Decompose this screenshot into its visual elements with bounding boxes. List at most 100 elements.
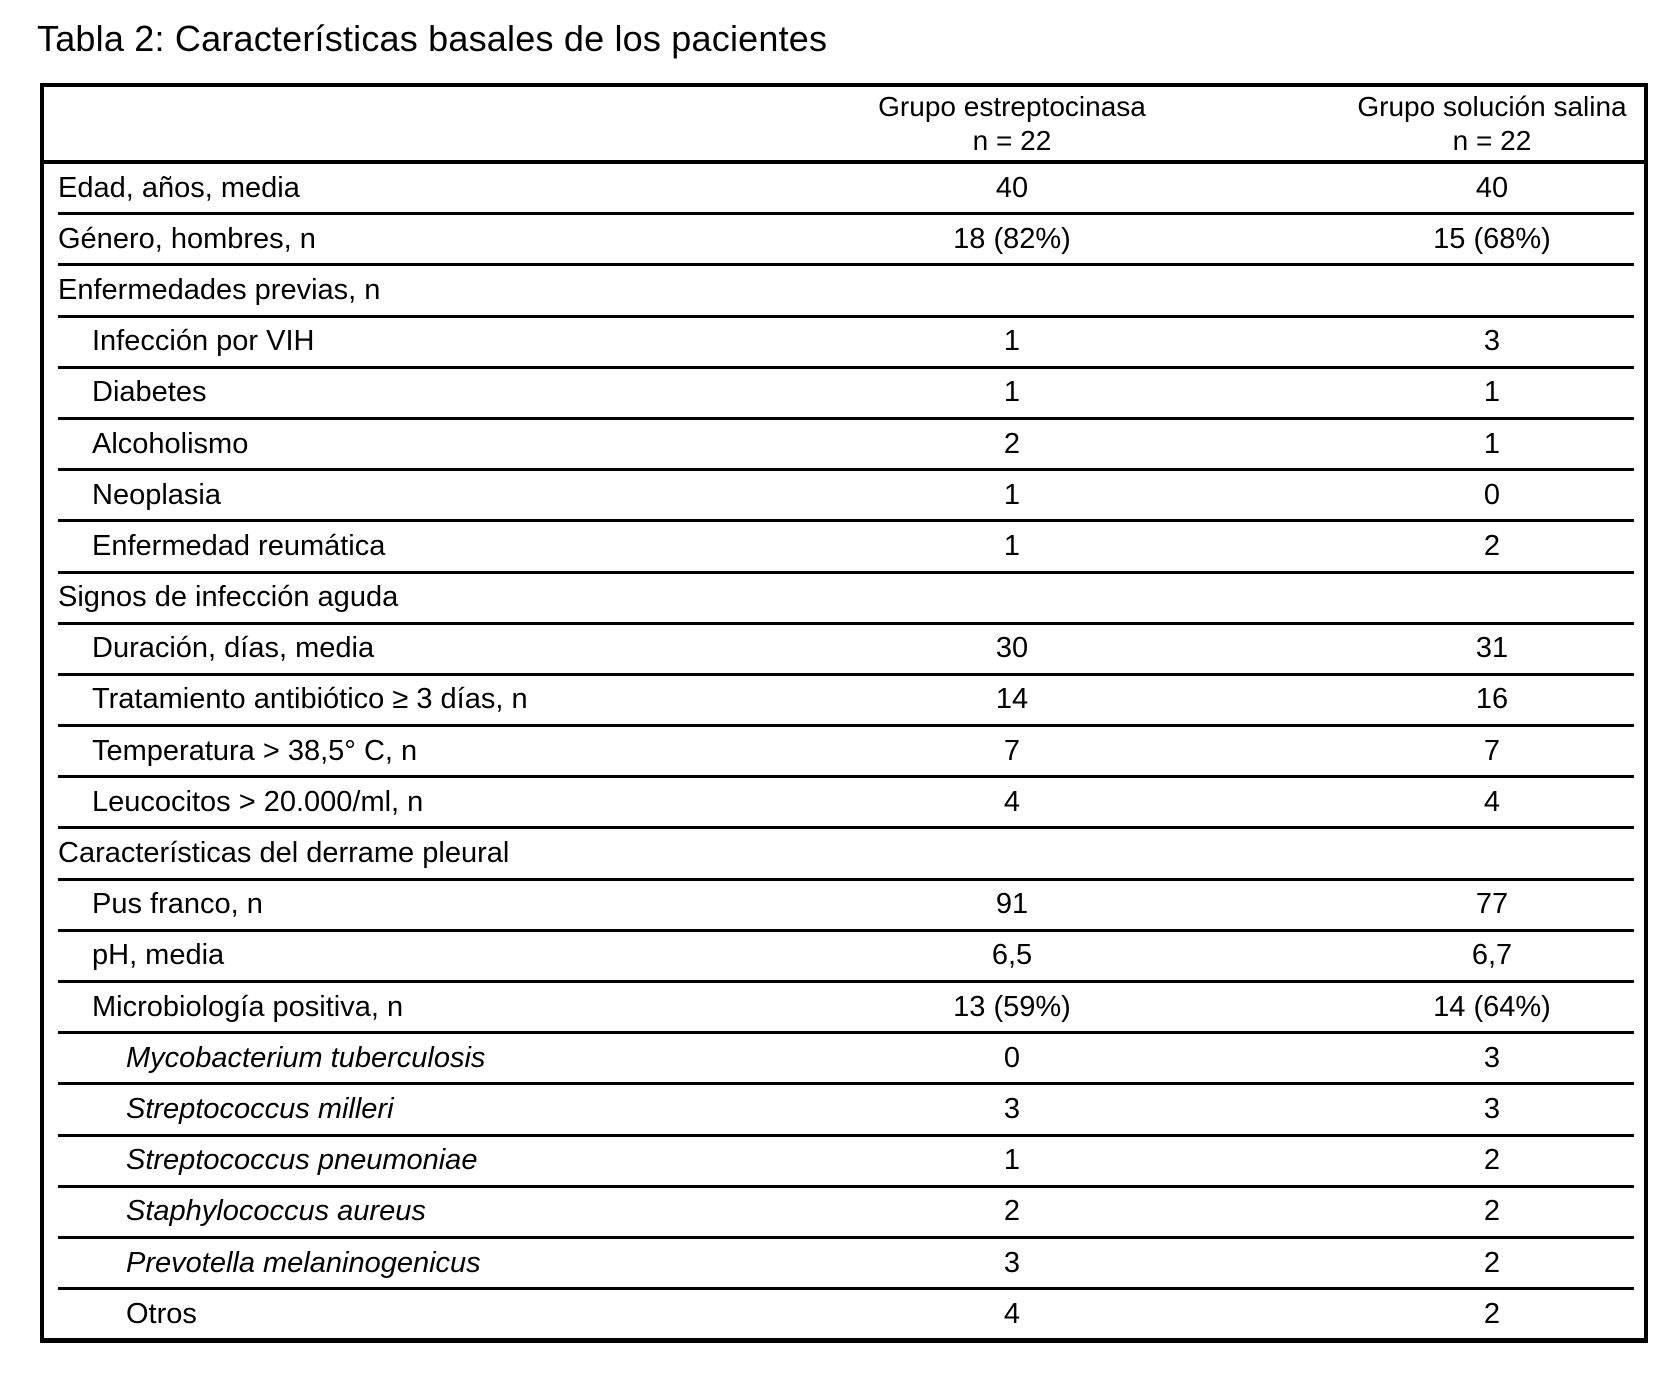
value-streptokinase: 4 — [1003, 1297, 1021, 1330]
header-n: n = 22 — [972, 124, 1052, 156]
table-row: pH, media 6,5 6,7 — [44, 932, 1644, 980]
row-label: Prevotella melaninogenicus — [126, 1246, 481, 1279]
value-saline: 2 — [1483, 1144, 1501, 1177]
value-saline: 6,7 — [1471, 939, 1513, 972]
row-separator — [58, 314, 1634, 318]
table-row: Duración, días, media 30 31 — [44, 625, 1644, 673]
row-separator — [58, 1031, 1634, 1035]
value-streptokinase: 13 (59%) — [953, 990, 1071, 1023]
column-header-streptokinase: Grupo estreptocinasa n = 22 — [684, 90, 1340, 158]
row-label: Staphylococcus aureus — [126, 1195, 426, 1228]
row-separator — [58, 263, 1634, 267]
row-separator — [58, 672, 1634, 676]
table-row: Neoplasia 1 0 — [44, 471, 1644, 519]
value-saline: 1 — [1483, 376, 1501, 409]
value-streptokinase: 3 — [1003, 1092, 1021, 1125]
value-saline: 16 — [1475, 683, 1509, 716]
header-n: n = 22 — [1452, 124, 1532, 156]
row-label: Duración, días, media — [92, 632, 375, 665]
row-separator — [58, 1133, 1634, 1137]
table-header-row: Grupo estreptocinasa n = 22 Grupo soluci… — [44, 87, 1644, 164]
value-streptokinase: 4 — [1003, 785, 1021, 818]
value-streptokinase: 2 — [1003, 427, 1021, 460]
row-label: Signos de infección aguda — [58, 581, 399, 614]
row-label: Microbiología positiva, n — [92, 990, 404, 1023]
header-title: Grupo solución salina — [1357, 90, 1627, 122]
value-streptokinase: 1 — [1003, 529, 1021, 562]
row-separator — [58, 980, 1634, 983]
value-streptokinase: 1 — [1003, 376, 1021, 409]
table-row: Alcoholismo 2 1 — [44, 420, 1644, 468]
value-saline: 15 (68%) — [1433, 222, 1551, 255]
table-row: Enfermedad reumática 1 2 — [44, 522, 1644, 570]
table-row: Mycobacterium tuberculosis 0 3 — [44, 1034, 1644, 1082]
value-saline: 31 — [1475, 632, 1509, 665]
row-separator — [58, 416, 1634, 420]
table-row: Streptococcus pneumoniae 1 2 — [44, 1137, 1644, 1185]
row-label: Enfermedades previas, n — [58, 273, 381, 306]
row-label: Neoplasia — [92, 478, 221, 511]
value-streptokinase: 30 — [995, 632, 1029, 665]
row-separator — [58, 724, 1634, 728]
table-row: Diabetes 1 1 — [44, 369, 1644, 417]
value-saline: 3 — [1483, 1041, 1501, 1074]
value-streptokinase: 1 — [1003, 1144, 1021, 1177]
patients-table: Grupo estreptocinasa n = 22 Grupo soluci… — [40, 83, 1648, 1344]
row-separator — [58, 365, 1634, 369]
value-saline: 40 — [1475, 171, 1509, 204]
value-streptokinase: 14 — [995, 683, 1029, 716]
table-row: Infección por VIH 1 3 — [44, 318, 1644, 366]
table-row: Temperatura > 38,5° C, n 7 7 — [44, 727, 1644, 775]
row-label: Tratamiento antibiótico ≥ 3 días, n — [92, 683, 528, 716]
row-label: Streptococcus pneumoniae — [126, 1144, 478, 1177]
value-saline: 77 — [1475, 888, 1509, 921]
table-row: Enfermedades previas, n — [44, 266, 1644, 314]
value-saline: 3 — [1483, 325, 1501, 358]
value-saline: 2 — [1483, 1297, 1501, 1330]
value-streptokinase: 18 (82%) — [953, 222, 1071, 255]
row-separator — [58, 519, 1634, 523]
value-saline: 2 — [1483, 529, 1501, 562]
row-separator — [58, 621, 1634, 625]
row-separator — [58, 1235, 1634, 1239]
value-streptokinase: 6,5 — [991, 939, 1033, 972]
row-label: Alcoholismo — [92, 427, 249, 460]
table-row: Staphylococcus aureus 2 2 — [44, 1188, 1644, 1236]
table-row: Leucocitos > 20.000/ml, n 4 4 — [44, 778, 1644, 826]
value-saline: 1 — [1483, 427, 1501, 460]
table-row: Signos de infección aguda — [44, 574, 1644, 622]
row-label: pH, media — [92, 939, 225, 972]
value-streptokinase: 1 — [1003, 325, 1021, 358]
row-label: Género, hombres, n — [58, 222, 316, 255]
value-streptokinase: 0 — [1003, 1041, 1021, 1074]
table-row: Streptococcus milleri 3 3 — [44, 1085, 1644, 1133]
value-saline: 14 (64%) — [1433, 990, 1551, 1023]
header-title: Grupo estreptocinasa — [878, 90, 1146, 122]
table-row: Características del derrame pleural — [44, 829, 1644, 877]
row-label: Pus franco, n — [92, 888, 263, 921]
value-streptokinase: 40 — [995, 171, 1029, 204]
value-saline: 2 — [1483, 1246, 1501, 1279]
row-separator — [58, 468, 1634, 472]
row-label: Infección por VIH — [92, 325, 315, 358]
table-row: Género, hombres, n 18 (82%) 15 (68%) — [44, 215, 1644, 263]
page-title: Tabla 2: Características basales de los … — [37, 18, 828, 59]
value-streptokinase: 91 — [995, 888, 1029, 921]
column-header-saline: Grupo solución salina n = 22 — [1340, 90, 1644, 158]
value-streptokinase: 2 — [1003, 1195, 1021, 1228]
row-separator — [58, 877, 1634, 881]
row-separator — [58, 826, 1634, 830]
value-streptokinase: 7 — [1003, 734, 1021, 767]
row-label: Streptococcus milleri — [126, 1092, 394, 1125]
row-label: Características del derrame pleural — [58, 837, 510, 870]
row-label: Otros — [126, 1297, 197, 1330]
table-row: Microbiología positiva, n 13 (59%) 14 (6… — [44, 983, 1644, 1031]
value-saline: 3 — [1483, 1092, 1501, 1125]
value-streptokinase: 1 — [1003, 478, 1021, 511]
row-separator — [58, 1082, 1634, 1086]
row-label: Diabetes — [92, 376, 207, 409]
row-separator — [58, 1287, 1634, 1291]
table-row: Otros 4 2 — [44, 1290, 1644, 1338]
value-saline: 7 — [1483, 734, 1501, 767]
value-saline: 4 — [1483, 785, 1501, 818]
